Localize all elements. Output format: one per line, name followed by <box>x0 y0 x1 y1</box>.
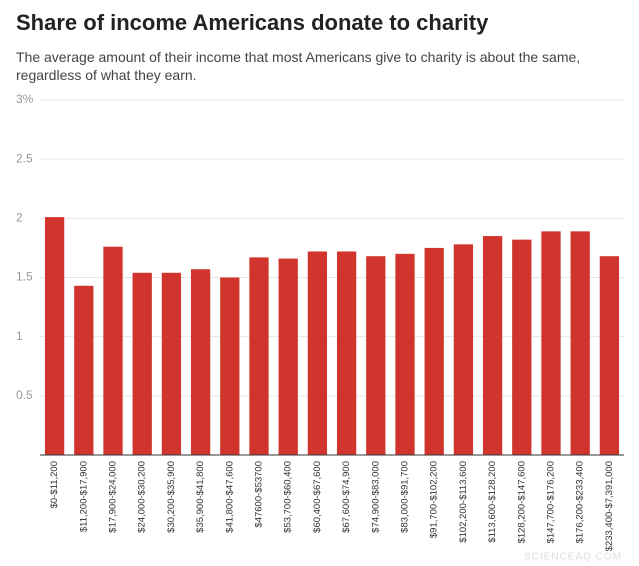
x-tick-label: $147,700-$176,200 <box>546 461 557 543</box>
x-tick-label: $91,700-$102,200 <box>429 461 440 538</box>
x-tick-label: $128,200-$147,600 <box>516 461 527 543</box>
y-tick-label: 1.5 <box>16 270 33 284</box>
bar <box>103 246 123 455</box>
bar <box>307 251 328 455</box>
x-tick-label: $67,600-$74,900 <box>341 461 352 533</box>
bar <box>278 258 298 455</box>
x-tick-label: $24,000-$30,200 <box>137 461 148 533</box>
x-tick-label: $30,200-$35,900 <box>166 461 177 533</box>
chart-subtitle: The average amount of their income that … <box>16 49 581 83</box>
bar <box>424 247 444 455</box>
bar <box>249 257 269 455</box>
x-tick-label: $53,700-$60,400 <box>283 461 294 533</box>
x-tick-label: $47600-$53700 <box>254 461 265 528</box>
x-tick-label: $0-$11,200 <box>49 461 60 508</box>
x-tick-label: $83,000-$91,700 <box>400 461 411 533</box>
watermark: SCIENCEAQ.COM <box>524 552 622 563</box>
bar <box>366 256 386 455</box>
bar <box>570 231 590 455</box>
x-tick-label: $35,900-$41,800 <box>195 461 206 533</box>
bar <box>453 244 474 455</box>
bar <box>599 256 620 455</box>
bar <box>132 272 152 455</box>
y-tick-label: 2 <box>16 211 23 225</box>
bar <box>482 236 503 455</box>
bar <box>74 285 94 455</box>
chart-title: Share of income Americans donate to char… <box>16 10 489 35</box>
y-tick-label: 0.5 <box>16 388 33 402</box>
bar <box>220 277 240 455</box>
bar <box>336 251 357 455</box>
y-tick-label: 3% <box>16 92 34 106</box>
bar <box>395 253 415 455</box>
x-tick-label: $233,400-$7,391,000 <box>604 461 615 551</box>
bar <box>190 269 211 455</box>
x-tick-label: $17,900-$24,000 <box>108 461 119 533</box>
x-tick-label: $113,600-$128,200 <box>487 461 498 543</box>
bar <box>44 217 65 455</box>
x-tick-label: $11,200-$17,900 <box>78 461 89 532</box>
x-tick-label: $176,200-$233,400 <box>575 461 586 543</box>
x-tick-label: $102,200-$113,600 <box>458 461 469 543</box>
y-tick-label: 1 <box>16 329 23 343</box>
bar <box>541 231 561 455</box>
bar <box>161 272 182 455</box>
x-tick-label: $60,400-$67,600 <box>312 461 323 533</box>
x-tick-label: $74,900-$83,000 <box>370 461 381 533</box>
y-tick-label: 2.5 <box>16 151 33 165</box>
bar <box>512 239 532 455</box>
x-tick-label: $41,800-$47,600 <box>224 461 235 533</box>
